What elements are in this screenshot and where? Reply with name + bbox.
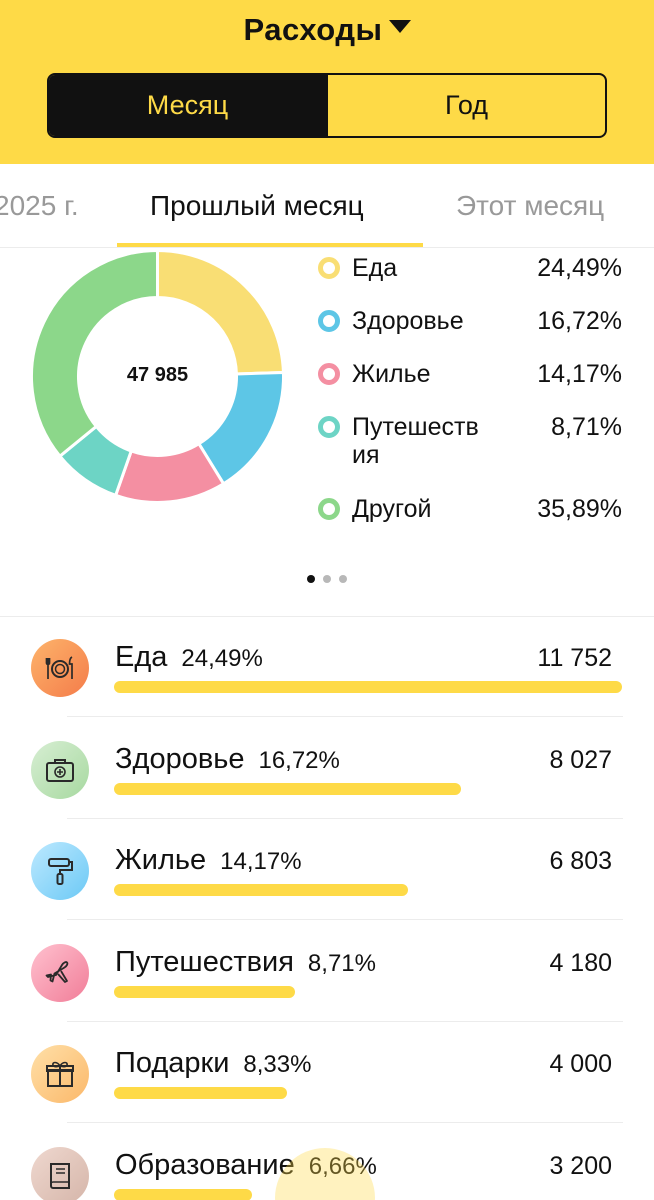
category-name: Образование 6,66% (115, 1147, 377, 1185)
caret-down-icon[interactable] (388, 19, 411, 33)
pager-dot[interactable] (323, 575, 331, 583)
divider (67, 1122, 623, 1123)
category-amount: 8 027 (549, 746, 612, 774)
legend-label: Жилье (352, 360, 431, 388)
category-progress-bar (114, 783, 461, 795)
tab-this-month[interactable]: Этот месяц (456, 190, 605, 221)
legend-percent: 24,49% (537, 254, 622, 282)
category-progress-bar (114, 681, 622, 693)
category-label: Жилье (115, 844, 207, 876)
category-row[interactable]: Еда 24,49% 11 752 (0, 639, 654, 741)
segment-month[interactable]: Месяц (49, 75, 326, 136)
category-percent: 16,72% (258, 747, 340, 774)
category-label: Подарки (115, 1047, 230, 1079)
fork-knife-plate-icon (31, 639, 89, 697)
category-label: Еда (115, 641, 168, 673)
category-row[interactable]: Здоровье 16,72% 8 027 (0, 741, 654, 843)
legend-swatch-icon (318, 416, 340, 438)
legend-percent: 35,89% (537, 495, 622, 523)
pager-dot[interactable] (339, 575, 347, 583)
category-progress-bar (114, 1087, 287, 1099)
category-percent: 14,17% (220, 848, 302, 875)
divider (0, 616, 654, 617)
category-label: Путешествия (115, 946, 294, 978)
category-progress-bar (114, 986, 295, 998)
category-percent: 24,49% (181, 645, 263, 672)
tab-active-indicator (117, 243, 423, 247)
donut-slice-1[interactable] (156, 249, 285, 376)
category-percent: 8,71% (307, 950, 376, 977)
first-aid-kit-icon (31, 741, 89, 799)
tab-prev-period[interactable]: 2025 г. (0, 190, 79, 221)
category-row[interactable]: Подарки 8,33% 4 000 (0, 1045, 654, 1147)
period-tabs: 2025 г. Прошлый месяц Этот месяц (0, 164, 654, 248)
legend-swatch-icon (318, 363, 340, 385)
legend-label: Здоровье (352, 307, 464, 335)
period-type-segmented-control: Месяц Год (47, 73, 607, 138)
divider (67, 1021, 623, 1022)
divider (67, 818, 623, 819)
legend-swatch-icon (318, 310, 340, 332)
category-amount: 4 000 (549, 1050, 612, 1078)
category-row[interactable]: Жилье 14,17% 6 803 (0, 842, 654, 944)
divider (67, 919, 623, 920)
category-label: Образование (115, 1149, 295, 1181)
legend-percent: 8,71% (551, 413, 622, 441)
category-amount: 3 200 (549, 1152, 612, 1180)
category-amount: 6 803 (549, 847, 612, 875)
chart-pager[interactable] (307, 570, 355, 588)
category-name: Подарки 8,33% (115, 1045, 311, 1083)
category-name: Жилье 14,17% (115, 842, 302, 880)
pager-dot[interactable] (307, 575, 315, 583)
category-percent: 6,66% (308, 1153, 377, 1180)
divider (67, 716, 623, 717)
segment-year[interactable]: Год (326, 75, 605, 136)
category-row[interactable]: Путешествия 8,71% 4 180 (0, 944, 654, 1046)
legend-percent: 16,72% (537, 307, 622, 335)
category-amount: 11 752 (537, 644, 612, 672)
category-row[interactable]: Образование 6,66% 3 200 (0, 1147, 654, 1200)
tab-last-month[interactable]: Прошлый месяц (150, 190, 364, 221)
category-name: Путешествия 8,71% (115, 944, 376, 982)
category-name: Еда 24,49% (115, 639, 263, 677)
legend-label: Еда (352, 254, 398, 282)
category-progress-bar (114, 884, 408, 896)
paint-roller-icon (31, 842, 89, 900)
title-dropdown[interactable]: Расходы (0, 12, 654, 48)
header: Расходы Месяц Год (0, 0, 654, 164)
donut-slice-5[interactable] (30, 249, 159, 459)
donut-total: 47 985 (126, 364, 189, 386)
legend-label: Другой (352, 495, 432, 523)
page-title[interactable]: Расходы (243, 12, 383, 47)
category-percent: 8,33% (243, 1051, 312, 1078)
category-label: Здоровье (115, 743, 245, 775)
legend-label: Путешеств ия (352, 413, 479, 469)
category-name: Здоровье 16,72% (115, 741, 340, 779)
book-icon (31, 1147, 89, 1200)
legend-swatch-icon (318, 257, 340, 279)
airplane-icon (31, 944, 89, 1002)
category-amount: 4 180 (549, 949, 612, 977)
donut-chart[interactable] (30, 249, 285, 504)
category-progress-bar (114, 1189, 252, 1200)
gift-icon (31, 1045, 89, 1103)
legend-swatch-icon (318, 498, 340, 520)
legend-percent: 14,17% (537, 360, 622, 388)
